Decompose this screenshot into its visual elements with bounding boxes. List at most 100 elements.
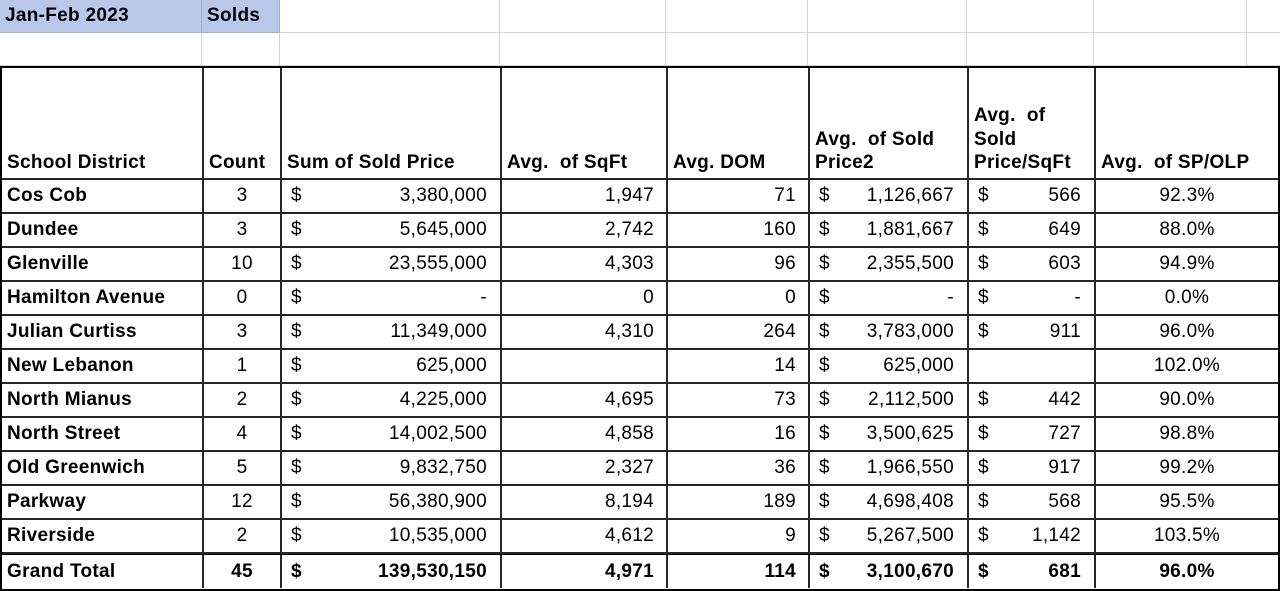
- header-cell-sum-sold-price[interactable]: Sum of Sold Price: [282, 68, 502, 180]
- empty-cell[interactable]: [0, 33, 202, 66]
- cell-avg-sqft[interactable]: 8,194: [502, 486, 668, 520]
- cell-avg-sold-price-sqft[interactable]: $566: [969, 180, 1096, 214]
- cell-count[interactable]: 12: [204, 486, 282, 520]
- cell-school-district[interactable]: Parkway: [2, 486, 204, 520]
- cell-avg-sp-olp[interactable]: 94.9%: [1096, 248, 1278, 282]
- cell-avg-dom[interactable]: 9: [668, 520, 810, 554]
- cell-avg-sp-olp[interactable]: 95.5%: [1096, 486, 1278, 520]
- header-cell-school-district[interactable]: School District: [2, 68, 204, 180]
- cell-avg-sold-price2[interactable]: $625,000: [810, 350, 969, 384]
- cell-avg-sold-price-sqft[interactable]: $911: [969, 316, 1096, 350]
- cell-avg-sold-price2[interactable]: $5,267,500: [810, 520, 969, 554]
- header-cell-count[interactable]: Count: [204, 68, 282, 180]
- cell-avg-sold-price2[interactable]: $3,783,000: [810, 316, 969, 350]
- cell-count[interactable]: 10: [204, 248, 282, 282]
- cell-avg-sold-price-sqft[interactable]: $727: [969, 418, 1096, 452]
- cell-sum-sold-price[interactable]: $56,380,900: [282, 486, 502, 520]
- cell-avg-sqft[interactable]: 4,971: [502, 554, 668, 588]
- empty-cell[interactable]: [1247, 33, 1280, 66]
- cell-school-district[interactable]: Dundee: [2, 214, 204, 248]
- cell-sum-sold-price[interactable]: $10,535,000: [282, 520, 502, 554]
- cell-avg-sqft[interactable]: 2,327: [502, 452, 668, 486]
- cell-avg-sold-price-sqft[interactable]: [969, 350, 1096, 384]
- cell-avg-sold-price2[interactable]: $3,100,670: [810, 554, 969, 588]
- cell-avg-sqft[interactable]: 4,303: [502, 248, 668, 282]
- cell-avg-sold-price2[interactable]: $1,126,667: [810, 180, 969, 214]
- cell-avg-sold-price-sqft[interactable]: $681: [969, 554, 1096, 588]
- cell-count[interactable]: 0: [204, 282, 282, 316]
- header-cell-avg-sqft[interactable]: Avg. of SqFt: [502, 68, 668, 180]
- cell-avg-dom[interactable]: 16: [668, 418, 810, 452]
- header-cell-avg-sold-price-sqft[interactable]: Avg. of Sold Price/SqFt: [969, 68, 1096, 180]
- cell-avg-sqft[interactable]: [502, 350, 668, 384]
- empty-cell[interactable]: [280, 33, 500, 66]
- cell-avg-dom[interactable]: 0: [668, 282, 810, 316]
- cell-avg-dom[interactable]: 36: [668, 452, 810, 486]
- empty-cell[interactable]: [500, 33, 666, 66]
- cell-sum-sold-price[interactable]: $9,832,750: [282, 452, 502, 486]
- header-cell-avg-sp-olp[interactable]: Avg. of SP/OLP: [1096, 68, 1278, 180]
- cell-count[interactable]: 1: [204, 350, 282, 384]
- empty-cell[interactable]: [280, 0, 500, 33]
- cell-avg-sqft[interactable]: 4,858: [502, 418, 668, 452]
- cell-school-district[interactable]: Riverside: [2, 520, 204, 554]
- cell-avg-sold-price-sqft[interactable]: $917: [969, 452, 1096, 486]
- cell-avg-sold-price2[interactable]: $3,500,625: [810, 418, 969, 452]
- cell-count[interactable]: 3: [204, 316, 282, 350]
- cell-count[interactable]: 45: [204, 554, 282, 588]
- cell-sum-sold-price[interactable]: $14,002,500: [282, 418, 502, 452]
- cell-sum-sold-price[interactable]: $11,349,000: [282, 316, 502, 350]
- cell-avg-dom[interactable]: 189: [668, 486, 810, 520]
- cell-avg-sp-olp[interactable]: 102.0%: [1096, 350, 1278, 384]
- empty-cell[interactable]: [1094, 0, 1247, 33]
- cell-avg-sp-olp[interactable]: 92.3%: [1096, 180, 1278, 214]
- cell-avg-sold-price2[interactable]: $2,355,500: [810, 248, 969, 282]
- empty-cell[interactable]: [1094, 33, 1247, 66]
- cell-school-district[interactable]: North Street: [2, 418, 204, 452]
- cell-avg-sp-olp[interactable]: 98.8%: [1096, 418, 1278, 452]
- empty-cell[interactable]: [1247, 0, 1280, 33]
- cell-avg-sp-olp[interactable]: 99.2%: [1096, 452, 1278, 486]
- cell-count[interactable]: 2: [204, 520, 282, 554]
- cell-avg-sold-price-sqft[interactable]: $568: [969, 486, 1096, 520]
- cell-school-district[interactable]: Cos Cob: [2, 180, 204, 214]
- cell-avg-sold-price-sqft[interactable]: $603: [969, 248, 1096, 282]
- cell-count[interactable]: 2: [204, 384, 282, 418]
- cell-b1-solds[interactable]: Solds: [202, 0, 280, 33]
- cell-avg-dom[interactable]: 71: [668, 180, 810, 214]
- cell-avg-sold-price2[interactable]: $2,112,500: [810, 384, 969, 418]
- cell-avg-dom[interactable]: 14: [668, 350, 810, 384]
- cell-sum-sold-price[interactable]: $ -: [282, 282, 502, 316]
- cell-avg-sqft[interactable]: 0: [502, 282, 668, 316]
- header-cell-avg-dom[interactable]: Avg. DOM: [668, 68, 810, 180]
- cell-sum-sold-price[interactable]: $3,380,000: [282, 180, 502, 214]
- cell-avg-sp-olp[interactable]: 103.5%: [1096, 520, 1278, 554]
- cell-sum-sold-price[interactable]: $625,000: [282, 350, 502, 384]
- cell-avg-dom[interactable]: 73: [668, 384, 810, 418]
- cell-school-district[interactable]: Glenville: [2, 248, 204, 282]
- cell-avg-sqft[interactable]: 1,947: [502, 180, 668, 214]
- cell-avg-sold-price2[interactable]: $1,966,550: [810, 452, 969, 486]
- cell-avg-sp-olp[interactable]: 0.0%: [1096, 282, 1278, 316]
- cell-a1-period[interactable]: Jan-Feb 2023: [0, 0, 202, 33]
- empty-cell[interactable]: [967, 0, 1094, 33]
- cell-avg-dom[interactable]: 96: [668, 248, 810, 282]
- empty-cell[interactable]: [202, 33, 280, 66]
- cell-avg-sold-price2[interactable]: $ -: [810, 282, 969, 316]
- cell-avg-sp-olp[interactable]: 96.0%: [1096, 316, 1278, 350]
- cell-school-district[interactable]: North Mianus: [2, 384, 204, 418]
- cell-avg-sqft[interactable]: 2,742: [502, 214, 668, 248]
- header-cell-avg-sold-price2[interactable]: Avg. of Sold Price2: [810, 68, 969, 180]
- empty-cell[interactable]: [808, 0, 967, 33]
- cell-avg-sp-olp[interactable]: 90.0%: [1096, 384, 1278, 418]
- cell-avg-sold-price-sqft[interactable]: $442: [969, 384, 1096, 418]
- cell-school-district[interactable]: Julian Curtiss: [2, 316, 204, 350]
- cell-avg-sqft[interactable]: 4,695: [502, 384, 668, 418]
- cell-avg-sqft[interactable]: 4,310: [502, 316, 668, 350]
- cell-count[interactable]: 5: [204, 452, 282, 486]
- cell-avg-sold-price2[interactable]: $1,881,667: [810, 214, 969, 248]
- empty-cell[interactable]: [808, 33, 967, 66]
- cell-avg-sp-olp[interactable]: 88.0%: [1096, 214, 1278, 248]
- empty-cell[interactable]: [967, 33, 1094, 66]
- cell-count[interactable]: 4: [204, 418, 282, 452]
